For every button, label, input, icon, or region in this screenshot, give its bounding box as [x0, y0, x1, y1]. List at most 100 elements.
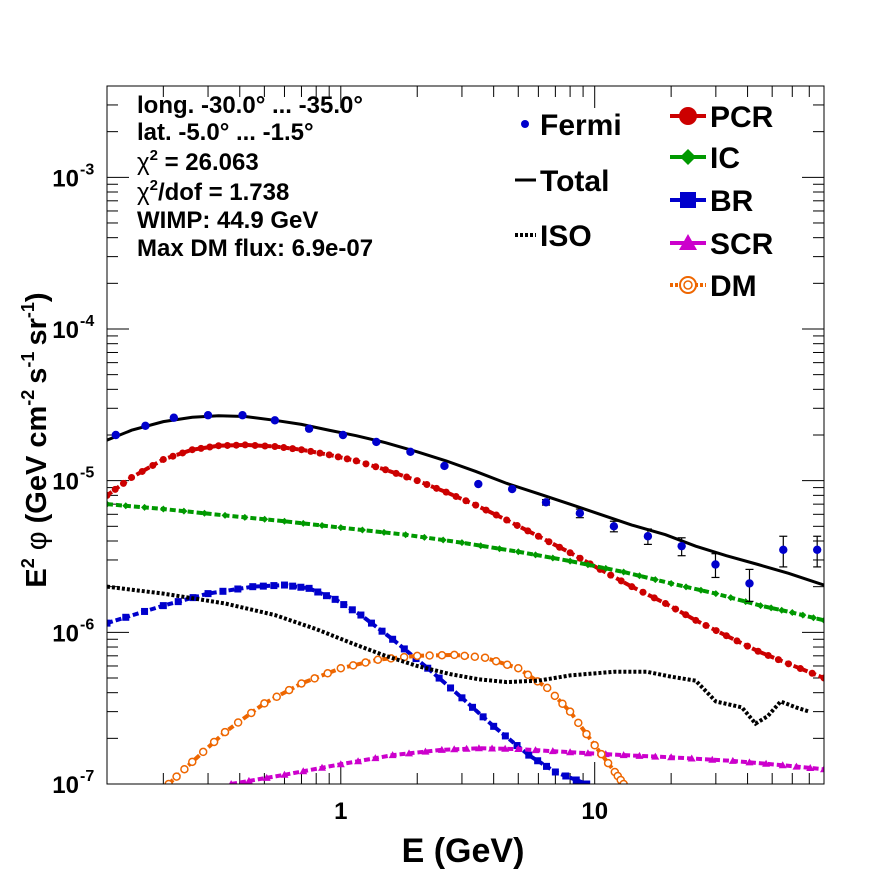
- marker-pcr: [722, 632, 730, 640]
- marker-pcr: [197, 444, 205, 452]
- fermi-point: [541, 498, 551, 507]
- marker-pcr: [107, 491, 111, 499]
- marker-dm: [260, 699, 269, 708]
- marker-br: [562, 772, 570, 780]
- legend-label-ic: IC: [710, 142, 740, 175]
- marker-pcr: [796, 665, 804, 673]
- marker-br: [141, 607, 149, 615]
- marker-dm: [336, 663, 346, 673]
- marker-br: [204, 590, 212, 598]
- marker-scr: [462, 744, 471, 752]
- marker-pcr: [352, 457, 360, 465]
- marker-ic: [549, 554, 557, 562]
- marker-ic: [667, 579, 675, 587]
- marker-br: [435, 674, 443, 682]
- marker-pcr: [820, 674, 824, 682]
- marker-ic: [727, 594, 735, 602]
- marker-dm: [272, 692, 281, 702]
- marker-ic: [799, 611, 807, 619]
- marker-pcr: [462, 497, 470, 505]
- axis-ticks: [107, 85, 825, 785]
- y-axis-units: (GeV cm: [21, 406, 53, 524]
- marker-ic: [358, 526, 366, 534]
- marker-scr: [244, 776, 253, 784]
- marker-scr: [450, 745, 459, 753]
- y-axis-e-sup: 2: [18, 558, 38, 568]
- marker-dm: [198, 747, 208, 757]
- marker-ic: [602, 564, 610, 572]
- marker-br: [249, 583, 257, 591]
- marker-ic: [241, 513, 249, 521]
- marker-br: [219, 587, 227, 595]
- marker-dm: [597, 749, 606, 759]
- marker-pcr: [492, 511, 500, 519]
- legend-marker-scr: [679, 234, 697, 250]
- marker-scr: [635, 751, 644, 759]
- marker-pcr: [289, 445, 297, 453]
- marker-pcr: [513, 521, 521, 529]
- marker-pcr: [566, 549, 574, 557]
- marker-br: [305, 584, 313, 592]
- marker-dm: [188, 757, 197, 767]
- marker-ic: [532, 551, 540, 559]
- marker-br: [314, 588, 322, 596]
- marker-pcr: [138, 467, 146, 475]
- legend-marker-dm: [679, 276, 697, 294]
- legend-label-total: Total: [540, 165, 609, 198]
- marker-scr: [806, 763, 815, 771]
- marker-ic: [439, 536, 447, 544]
- marker-pcr: [607, 571, 615, 579]
- marker-pcr: [362, 460, 370, 468]
- marker-br: [572, 776, 580, 784]
- marker-br: [389, 635, 397, 643]
- marker-pcr: [617, 577, 625, 585]
- marker-ic: [221, 511, 229, 519]
- marker-pcr: [650, 594, 658, 602]
- series-line-br: [107, 583, 588, 784]
- marker-pcr: [232, 441, 240, 449]
- marker-br: [234, 585, 242, 593]
- marker-pcr: [452, 492, 460, 500]
- y-axis-title: E2φ(GeV cm-2s-1sr-1): [18, 292, 53, 587]
- marker-dm: [514, 663, 523, 673]
- marker-scr: [280, 770, 289, 778]
- marker-dm: [582, 729, 591, 739]
- marker-br: [107, 619, 111, 627]
- series-scr: [228, 744, 824, 784]
- marker-scr: [708, 755, 717, 763]
- marker-ic: [159, 505, 167, 513]
- marker-br: [289, 582, 297, 590]
- series-ic: [107, 500, 824, 624]
- fermi-point: [304, 424, 314, 433]
- marker-br: [583, 780, 591, 784]
- marker-pcr: [774, 656, 782, 664]
- y-tick-exponent: -4: [80, 313, 94, 330]
- marker-pcr: [628, 583, 636, 591]
- marker-ic: [620, 568, 628, 576]
- marker-scr: [501, 744, 510, 752]
- marker-pcr: [482, 506, 490, 514]
- marker-ic: [261, 515, 269, 523]
- marker-ic: [420, 533, 428, 541]
- marker-br: [513, 742, 521, 750]
- marker-pcr: [307, 447, 315, 455]
- marker-br: [501, 732, 509, 740]
- marker-pcr: [149, 461, 157, 469]
- marker-br: [400, 645, 408, 653]
- marker-pcr: [261, 442, 269, 450]
- marker-pcr: [223, 441, 231, 449]
- marker-ic: [809, 614, 817, 622]
- y-axis-e: E: [21, 568, 53, 587]
- fermi-point: [338, 430, 348, 440]
- fermi-point: [812, 545, 822, 555]
- marker-pcr: [188, 446, 196, 454]
- fermi-point: [643, 532, 653, 541]
- marker-br: [469, 703, 477, 711]
- y-tick-exponent: -5: [80, 465, 94, 482]
- y-tick-label: 10: [52, 165, 79, 192]
- marker-ic: [712, 590, 720, 598]
- marker-ic: [318, 522, 326, 530]
- fermi-point: [141, 421, 150, 430]
- y-tick-exponent: -6: [80, 616, 94, 633]
